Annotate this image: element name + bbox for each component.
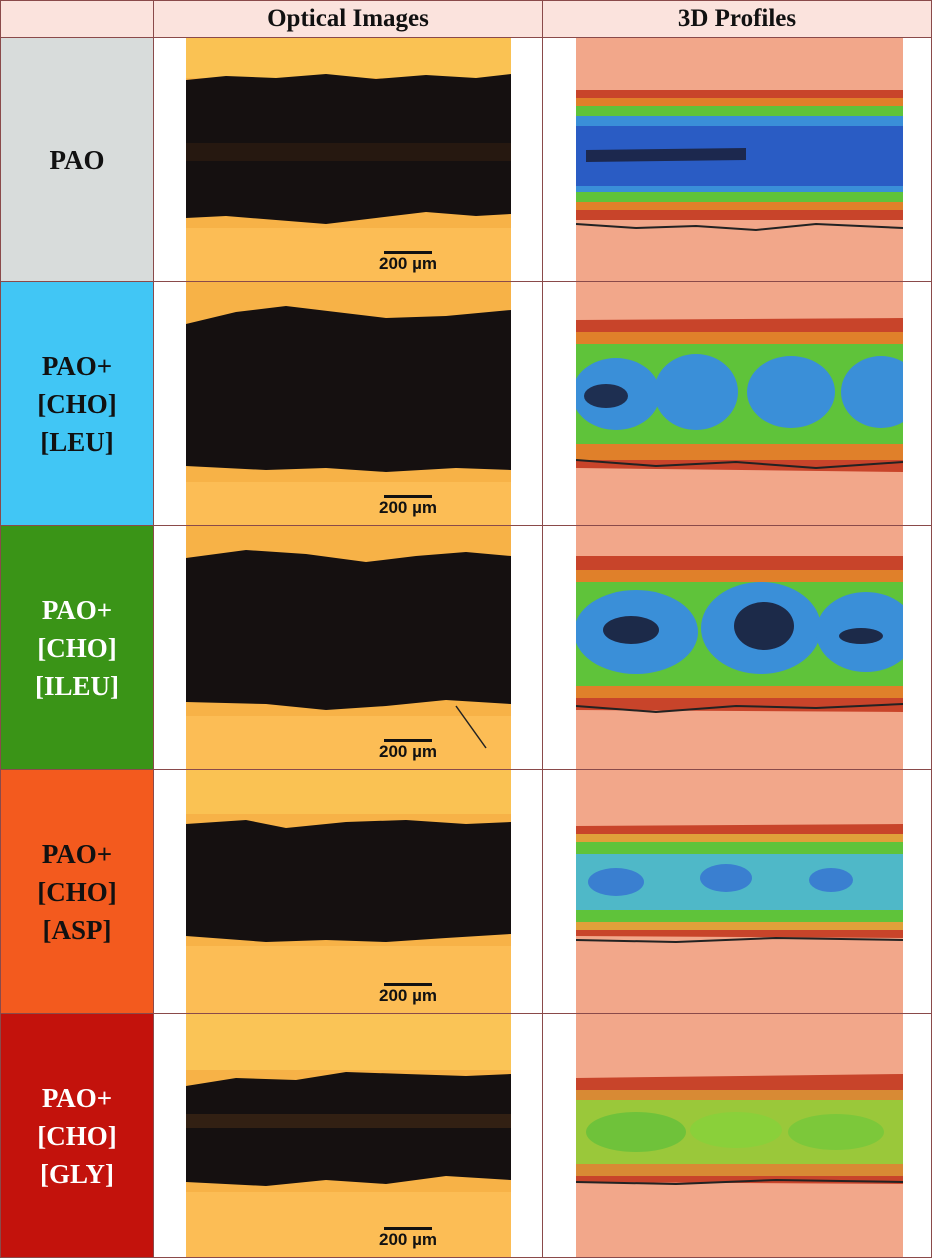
profile-image-cell [542,769,932,1014]
row-label-line: [ILEU] [34,670,119,701]
scale-bar-label: 200 µm [379,254,437,273]
header-3d-profiles: 3D Profiles [542,0,932,38]
optical-micrograph: 200 µm [186,770,511,1013]
scale-bar-label: 200 µm [379,742,437,761]
scale-bar-label: 200 µm [379,498,437,517]
optical-micrograph: 200 µm [186,38,511,281]
scale-bar: 200 µm [368,495,448,521]
3d-profile-map [576,38,903,281]
profile-image-cell [542,281,932,526]
row-label-cell: PAO+ [CHO] [ASP] [0,769,154,1014]
row-label-line: [CHO] [37,1120,117,1151]
optical-image-cell: 200 µm [153,37,543,282]
row-label-cell: PAO+ [CHO] [ILEU] [0,525,154,770]
row-label-line: PAO+ [41,838,113,869]
scale-bar-label: 200 µm [379,1230,437,1249]
row-label-line: PAO+ [41,1082,113,1113]
3d-profile-map [576,282,903,525]
optical-micrograph: 200 µm [186,1014,511,1257]
scale-bar-label: 200 µm [379,986,437,1005]
header-corner [0,0,154,38]
row-label-line: PAO [49,144,105,175]
row-label-line: PAO+ [41,350,113,381]
scale-bar: 200 µm [368,251,448,277]
row-label-line: [CHO] [37,876,117,907]
row-label-line: [CHO] [37,388,117,419]
header-row: Optical Images 3D Profiles [0,0,932,38]
row-label-line: [GLY] [39,1158,114,1189]
scale-bar: 200 µm [368,739,448,765]
row-label-line: [ASP] [42,914,112,945]
optical-micrograph: 200 µm [186,282,511,525]
sample-row: PAO+ [CHO] [LEU] 200 µm [0,281,932,526]
row-label-line: [LEU] [40,426,114,457]
profile-image-cell [542,1013,932,1258]
profile-image-cell [542,37,932,282]
optical-image-cell: 200 µm [153,525,543,770]
optical-micrograph: 200 µm [186,526,511,769]
3d-profile-map [576,1014,903,1257]
sample-row: PAO+ [CHO] [GLY] 200 µm [0,1013,932,1258]
header-optical-images: Optical Images [153,0,543,38]
row-label-cell: PAO+ [CHO] [LEU] [0,281,154,526]
scale-bar: 200 µm [368,983,448,1009]
profile-image-cell [542,525,932,770]
optical-image-cell: 200 µm [153,1013,543,1258]
row-label-cell: PAO [0,37,154,282]
sample-row: PAO+ [CHO] [ILEU] 200 µm [0,525,932,770]
scale-bar: 200 µm [368,1227,448,1253]
3d-profile-map [576,770,903,1013]
sample-row: PAO 200 µm [0,37,932,282]
optical-image-cell: 200 µm [153,769,543,1014]
3d-profile-map [576,526,903,769]
optical-image-cell: 200 µm [153,281,543,526]
sample-row: PAO+ [CHO] [ASP] 200 µm [0,769,932,1014]
row-label-line: PAO+ [41,594,113,625]
row-label-cell: PAO+ [CHO] [GLY] [0,1013,154,1258]
row-label-line: [CHO] [37,632,117,663]
